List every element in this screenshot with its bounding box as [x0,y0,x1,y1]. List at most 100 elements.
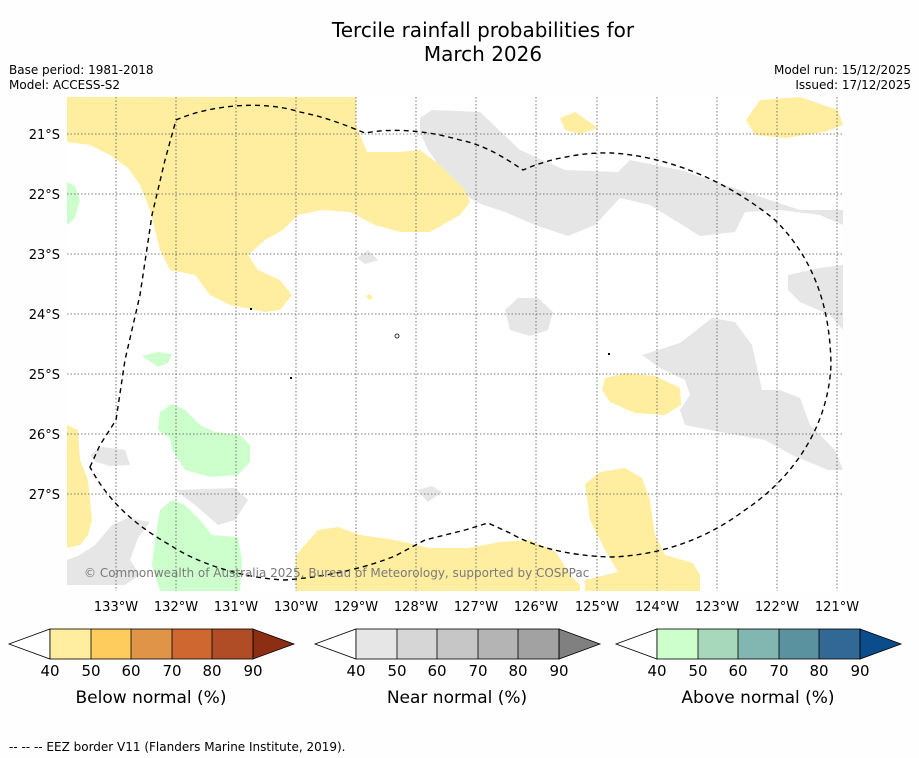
legend-frame [49,628,254,660]
lon-label: 131°W [214,600,258,615]
legend-min-extension [313,628,357,660]
legend-frame [656,628,861,660]
legend-frame [355,628,560,660]
legend-tick: 50 [81,662,100,680]
legend-tick: 70 [468,662,487,680]
model-run: Model run: 15/12/2025 [773,63,911,77]
base-period: Base period: 1981-2018 [9,63,154,77]
map-title: Tercile rainfall probabilities for March… [0,18,919,66]
lat-label: 22°S [29,188,60,203]
metadata-left: Base period: 1981-2018 Model: ACCESS-S2 [9,63,154,93]
legend-swatch [437,629,478,659]
island [394,333,400,339]
lon-label: 129°W [334,600,378,615]
latitude-labels: 21°S 22°S 23°S 24°S 25°S 26°S 27°S [29,128,60,503]
near-normal-region [175,488,248,525]
legend-swatch [172,629,212,659]
near-normal-region [642,318,843,470]
lat-label: 26°S [29,428,60,443]
eez-border [89,104,832,581]
legend-title: Below normal (%) [76,688,227,708]
legend-swatch [698,629,738,659]
islands [250,308,610,379]
lat-label: 25°S [29,368,60,383]
near-normal-region [788,265,843,330]
issued-date: Issued: 17/12/2025 [795,78,911,92]
lat-label: 27°S [29,488,60,503]
near-normal-region [420,110,843,236]
legend-tick: 70 [162,662,181,680]
metadata-right: Model run: 15/12/2025 Issued: 17/12/2025 [774,63,911,93]
legend-swatch [50,629,91,659]
below-normal-region [366,294,373,300]
legend-min-extension [614,628,658,660]
lon-label: 127°W [454,600,498,615]
legend-max-extension [859,628,903,660]
legend-swatch [738,629,779,659]
above-normal-region [67,182,80,225]
legend-dividers [396,629,519,659]
lon-label: 128°W [394,600,438,615]
below-normal-region [746,97,843,138]
legend-swatch [819,629,860,659]
lat-label: 21°S [29,128,60,143]
legend-title: Above normal (%) [681,688,834,708]
above-normal-region [152,500,242,591]
legend-tick: 80 [508,662,527,680]
lon-label: 122°W [755,600,799,615]
legend-dividers [697,629,820,659]
lon-label: 132°W [154,600,198,615]
near-normal-region [417,486,442,502]
legend-near-normal: 40 50 60 70 80 90 Near normal (%) [313,628,602,708]
below-normal-region [560,112,598,134]
legend-tick: 80 [809,662,828,680]
legend-tick: 50 [387,662,406,680]
legend-max-extension [558,628,602,660]
island [250,308,252,310]
legend-tick: 50 [688,662,707,680]
legend-tick: 40 [346,662,365,680]
near-normal-regions [67,110,843,585]
legend-min-extension [7,628,51,660]
legend-swatch [397,629,437,659]
legend-tick: 70 [769,662,788,680]
lat-label: 24°S [29,308,60,323]
legend-title: Near normal (%) [387,688,527,708]
legend-tick: 60 [427,662,446,680]
near-normal-region [505,298,553,336]
lon-label: 124°W [635,600,679,615]
legend-swatch [91,629,131,659]
legend-tick: 40 [647,662,666,680]
near-normal-region [357,250,378,264]
near-normal-region [67,518,150,585]
legend-tick: 90 [549,662,568,680]
legend-dividers [90,629,213,659]
lon-label: 121°W [815,600,859,615]
title-line-1: Tercile rainfall probabilities for [331,18,635,42]
legend-max-extension [252,628,296,660]
copyright-text: © Commonwealth of Australia 2025, Bureau… [84,566,589,580]
legend-tick: 60 [121,662,140,680]
legend-swatch [657,629,698,659]
near-normal-region [90,447,130,466]
below-normal-region [585,468,700,591]
below-normal-region [296,527,580,591]
title-line-2: March 2026 [423,42,543,66]
legend-below-normal: 40 50 60 70 80 90 Below normal (%) [7,628,296,708]
eez-footnote: -- -- -- EEZ border V11 (Flanders Marine… [9,740,346,754]
below-normal-region [602,373,681,415]
island [608,353,610,355]
lon-label: 130°W [274,600,318,615]
lat-label: 23°S [29,248,60,263]
legend-tick: 90 [850,662,869,680]
above-normal-regions [67,182,250,591]
longitude-labels: 133°W 132°W 131°W 130°W 129°W 128°W 127°… [94,600,859,615]
legend-tick: 60 [728,662,747,680]
legend-tick: 90 [243,662,262,680]
above-normal-region [158,404,250,477]
legend-swatch [356,629,397,659]
legend-tick: 40 [40,662,59,680]
legend-swatch [131,629,172,659]
legend-swatch [212,629,253,659]
